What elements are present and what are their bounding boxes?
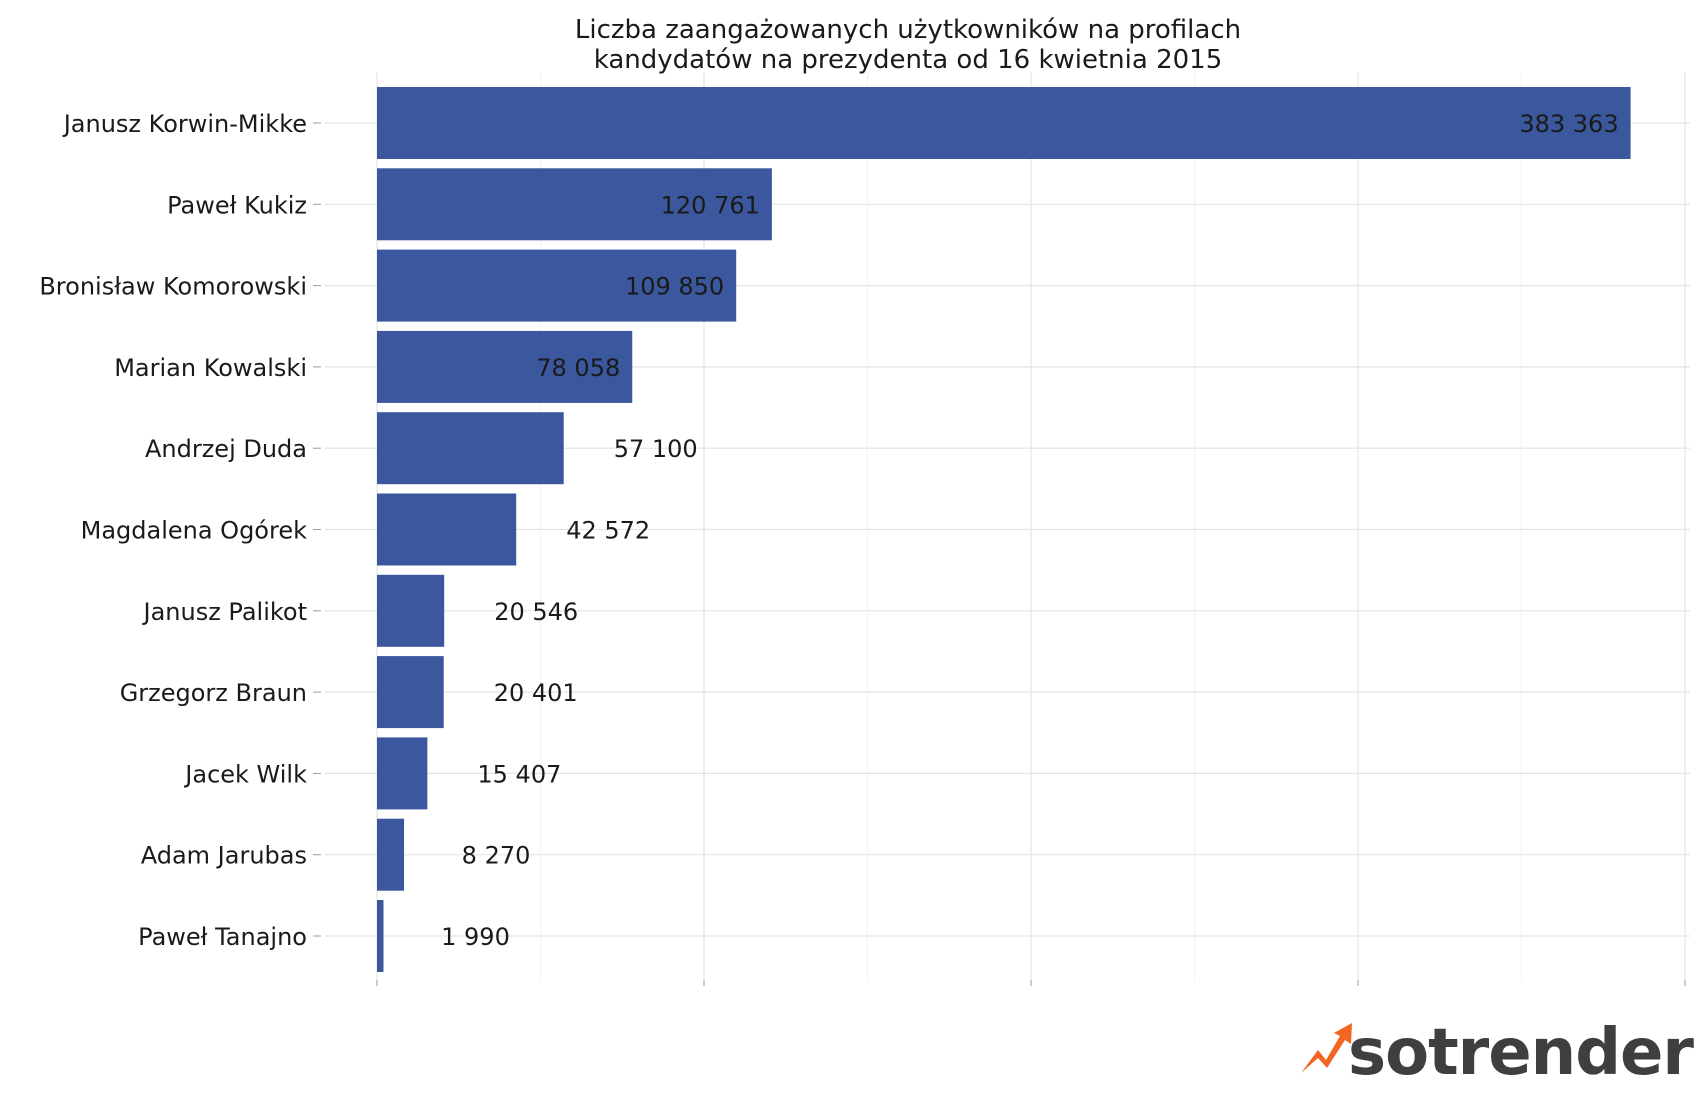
bar <box>377 168 772 241</box>
category-label: Grzegorz Braun <box>120 679 307 707</box>
bar <box>377 412 564 485</box>
data-label: 20 546 <box>494 598 578 626</box>
category-label: Janusz Korwin-Mikke <box>62 110 307 138</box>
bar <box>377 330 633 403</box>
category-label: Janusz Palikot <box>141 598 307 626</box>
category-label: Adam Jarubas <box>141 842 307 870</box>
bar <box>377 87 1631 159</box>
data-label: 78 058 <box>536 354 620 382</box>
category-label: Magdalena Ogórek <box>81 517 307 545</box>
data-label: 120 761 <box>661 191 760 219</box>
data-label: 109 850 <box>625 273 724 301</box>
category-label: Andrzej Duda <box>145 435 307 463</box>
data-label: 8 270 <box>462 842 531 870</box>
data-label: 20 401 <box>494 679 578 707</box>
chart-title-line-2: kandydatów na prezydenta od 16 kwietnia … <box>594 45 1223 75</box>
category-label: Paweł Kukiz <box>167 191 307 219</box>
grid <box>313 72 1690 986</box>
bar <box>377 249 737 322</box>
data-label: 383 363 <box>1519 110 1618 138</box>
bar <box>377 574 445 647</box>
bar <box>377 818 405 891</box>
logo-text: sotrender <box>1348 1016 1694 1090</box>
data-label: 42 572 <box>566 517 650 545</box>
chart-title-line-1: Liczba zaangażowanych użytkowników na pr… <box>575 15 1241 45</box>
bars <box>377 87 1631 972</box>
category-label: Jacek Wilk <box>183 760 307 788</box>
bar <box>377 900 384 972</box>
sotrender-logo: sotrender <box>1301 1016 1695 1090</box>
category-label: Paweł Tanajno <box>138 923 307 951</box>
chart-title: Liczba zaangażowanych użytkowników na pr… <box>575 15 1241 75</box>
bar <box>377 656 444 729</box>
category-label: Bronisław Komorowski <box>39 273 307 301</box>
labels: Janusz Korwin-Mikke 383 363 Paweł Kukiz 120… <box>39 110 1618 951</box>
bar <box>377 737 428 810</box>
data-label: 57 100 <box>614 435 698 463</box>
bar <box>377 493 517 566</box>
data-label: 1 990 <box>441 923 510 951</box>
data-label: 15 407 <box>477 760 561 788</box>
trend-arrow-icon <box>1301 1023 1352 1073</box>
category-label: Marian Kowalski <box>114 354 307 382</box>
